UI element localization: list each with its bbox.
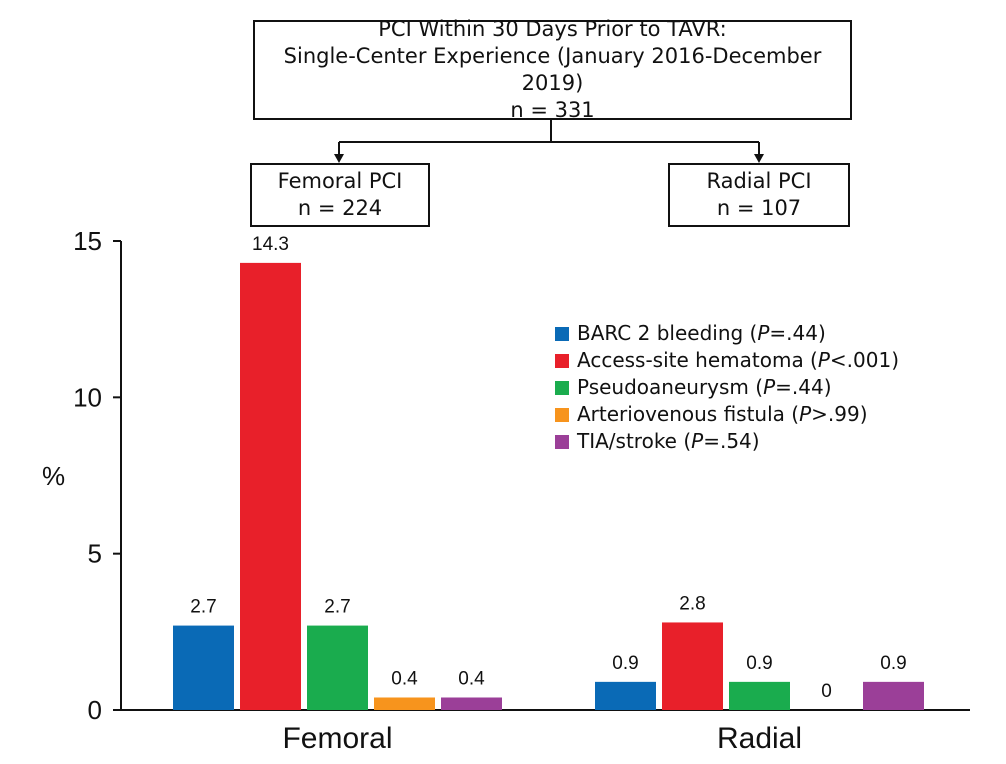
legend-p-symbol: P: [799, 402, 812, 426]
legend-label: TIA/stroke (: [577, 429, 692, 453]
bar-femoral-series-1: [173, 625, 234, 710]
legend-label: BARC 2 bleeding (: [577, 321, 758, 345]
legend-label: Pseudoaneurysm (: [577, 375, 764, 399]
legend-item: BARC 2 bleeding (P =.44): [555, 320, 899, 347]
x-category-label-femoral: Femoral: [282, 722, 392, 755]
legend-p-value: =.54): [703, 429, 760, 453]
legend-p-value: >.99): [811, 402, 868, 426]
y-tick-label: 5: [88, 539, 102, 569]
flowchart-connectors: [334, 120, 764, 163]
bar-radial-series-1: [595, 681, 656, 710]
data-label-radial-series-1: 0.9: [612, 653, 638, 674]
bar-femoral-series-4: [374, 697, 435, 710]
legend-p-symbol: P: [817, 348, 830, 372]
y-tick-label: 0: [88, 695, 102, 725]
study-title-line-1: PCI Within 30 Days Prior to TAVR:: [378, 17, 727, 41]
data-label-radial-series-3: 0.9: [746, 653, 772, 674]
bar-femoral-series-3: [307, 625, 368, 710]
bar-femoral-series-2: [240, 262, 301, 710]
legend-label: Access-site hematoma (: [577, 348, 818, 372]
legend-label: Arteriovenous fistula (: [577, 402, 800, 426]
data-label-radial-series-4: 0: [821, 681, 832, 702]
data-label-femoral-series-5: 0.4: [458, 668, 485, 689]
y-tick-label: 10: [73, 382, 102, 412]
legend-p-value: =.44): [769, 321, 826, 345]
data-label-radial-series-5: 0.9: [880, 653, 906, 674]
legend-p-value: <.001): [829, 348, 900, 372]
femoral-pci-n: n = 224: [297, 196, 383, 220]
arrow-head-right: [754, 154, 764, 163]
legend-item: Arteriovenous fistula (P >.99): [555, 401, 899, 428]
legend-swatch: [555, 353, 569, 368]
data-label-femoral-series-1: 2.7: [190, 597, 216, 618]
radial-pci-label: Radial PCI: [706, 169, 812, 193]
legend-swatch: [555, 407, 569, 422]
study-title-line-2: Single-Center Experience (January 2016-D…: [283, 44, 822, 95]
legend-swatch: [555, 326, 569, 341]
radial-pci-n: n = 107: [716, 196, 802, 220]
legend-swatch: [555, 380, 569, 395]
data-label-femoral-series-4: 0.4: [391, 668, 418, 689]
legend-p-value: =.44): [775, 375, 832, 399]
arrow-head-left: [334, 154, 344, 163]
study-total-n: n = 331: [510, 98, 595, 122]
bars: 2.7 14.3 2.7 0.4 0.4 0.9 2.8 0.9 0 0.9: [173, 234, 924, 710]
femoral-pci-label: Femoral PCI: [277, 169, 403, 193]
data-label-femoral-series-3: 2.7: [324, 597, 350, 618]
data-label-radial-series-2: 2.8: [679, 593, 705, 614]
femoral-pci-box: Femoral PCI n = 224: [250, 163, 430, 227]
x-category-label-radial: Radial: [717, 722, 802, 755]
y-axis-title: %: [42, 461, 65, 491]
legend-item: TIA/stroke (P =.54): [555, 428, 899, 455]
radial-pci-box: Radial PCI n = 107: [668, 163, 850, 227]
y-ticks: 0 5 10 15: [73, 226, 121, 725]
legend-p-symbol: P: [763, 375, 776, 399]
y-tick-label: 15: [73, 226, 102, 256]
legend-item: Pseudoaneurysm (P =.44): [555, 374, 899, 401]
legend-p-symbol: P: [691, 429, 704, 453]
bar-radial-series-3: [729, 681, 790, 710]
study-summary-box: PCI Within 30 Days Prior to TAVR: Single…: [253, 17, 852, 122]
bar-femoral-series-5: [441, 697, 502, 710]
bar-radial-series-5: [863, 681, 924, 710]
bar-radial-series-2: [662, 622, 723, 710]
x-categories: Femoral Radial: [282, 722, 802, 755]
legend: BARC 2 bleeding (P =.44) Access-site hemat…: [555, 320, 899, 455]
legend-swatch: [555, 434, 569, 449]
data-label-femoral-series-2: 14.3: [252, 234, 289, 255]
legend-p-symbol: P: [757, 321, 770, 345]
legend-item: Access-site hematoma (P <.001): [555, 347, 899, 374]
